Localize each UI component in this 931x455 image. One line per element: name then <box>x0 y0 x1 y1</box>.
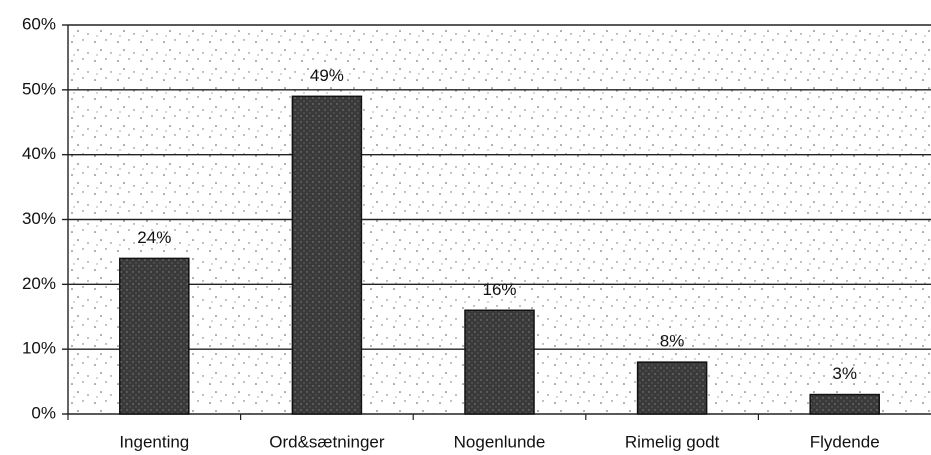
y-tick-label: 20% <box>22 274 56 293</box>
x-tick-label: Rimelig godt <box>625 432 720 451</box>
bar <box>119 257 190 415</box>
y-tick-label: 30% <box>22 209 56 228</box>
bar <box>636 361 708 415</box>
bar <box>291 95 363 415</box>
bar <box>809 393 880 415</box>
bar <box>464 309 535 415</box>
value-label: 24% <box>137 228 171 247</box>
value-label: 3% <box>832 364 857 383</box>
x-tick-label: Nogenlunde <box>454 432 546 451</box>
value-label: 8% <box>660 332 685 351</box>
value-label: 49% <box>310 66 344 85</box>
value-label: 16% <box>482 280 516 299</box>
y-tick-label: 40% <box>22 144 56 163</box>
x-tick-label: Ord&sætninger <box>269 432 385 451</box>
y-tick-label: 60% <box>22 14 56 33</box>
y-tick-label: 50% <box>22 79 56 98</box>
y-tick-label: 10% <box>22 339 56 358</box>
y-tick-label: 0% <box>31 403 56 422</box>
x-tick-label: Ingenting <box>119 432 189 451</box>
x-tick-label: Flydende <box>810 432 880 451</box>
